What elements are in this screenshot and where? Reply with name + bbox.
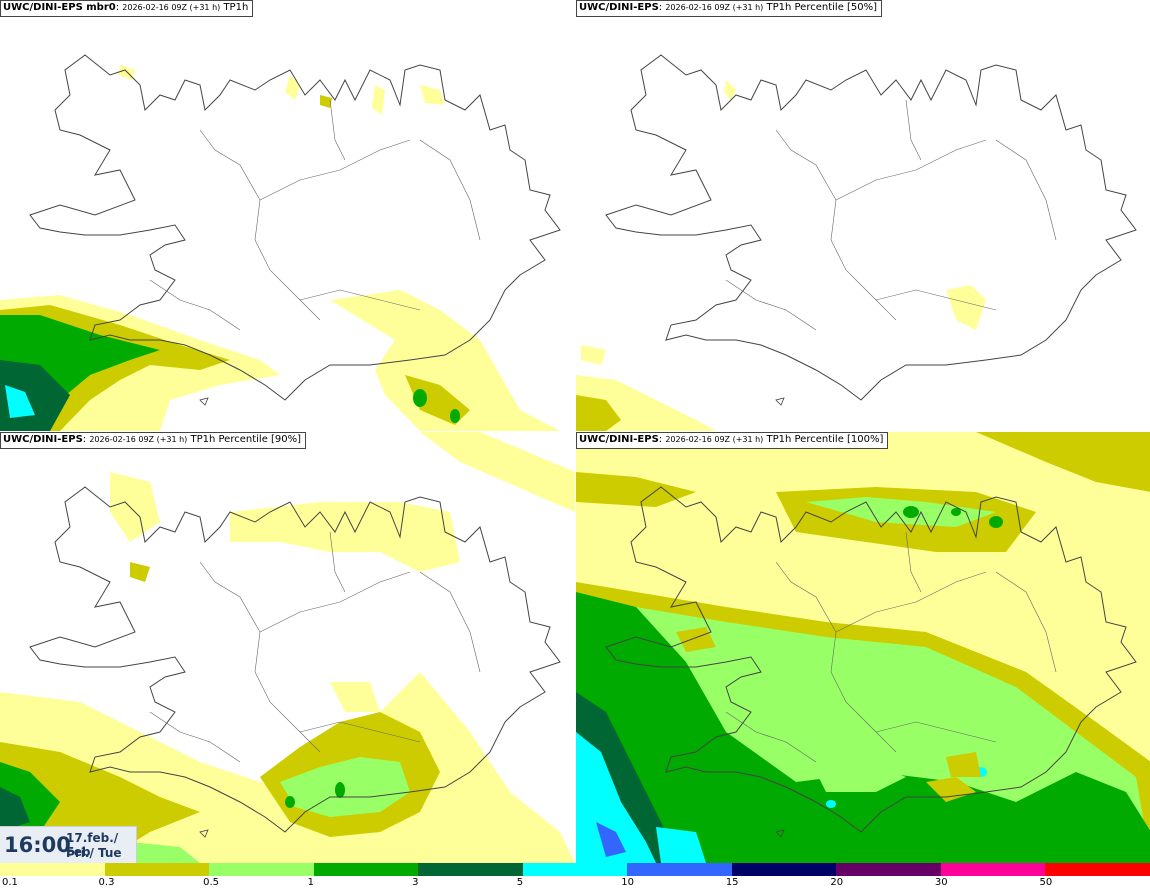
colorbar-swatch	[1045, 863, 1150, 876]
precip-field-member0	[0, 54, 561, 431]
colorbar-label: 10	[621, 877, 634, 888]
colorbar-swatch	[627, 863, 733, 876]
colorbar-swatch	[313, 863, 419, 876]
panel-title-member0: UWC/DINI-EPS mbr0: 2026-02-16 09Z (+31 h…	[0, 0, 254, 17]
valid-date: 17.feb./ Feb	[66, 831, 119, 859]
map-panel-p50: UWC/DINI-EPS: 2026-02-16 09Z (+31 h) TP1…	[576, 0, 1150, 431]
colorbar-label: 30	[934, 877, 948, 888]
colorbar-label: 0.3	[98, 877, 115, 888]
precip-colorbar: 0.1 0.3 0.5 1 3 5 10 15 20 30 50	[0, 863, 1150, 891]
colorbar-swatch	[418, 863, 524, 876]
panel-title-p100: UWC/DINI-EPS: 2026-02-16 09Z (+31 h) TP1…	[576, 432, 889, 449]
map-panel-p90: UWC/DINI-EPS: 2026-02-16 09Z (+31 h) TP1…	[0, 432, 575, 863]
colorbar-swatch	[104, 863, 210, 876]
colorbar-swatch	[209, 863, 315, 876]
panel-title-p50: UWC/DINI-EPS: 2026-02-16 09Z (+31 h) TP1…	[576, 0, 883, 17]
colorbar-swatch	[0, 863, 105, 876]
colorbar-label: 20	[830, 877, 844, 888]
precip-field-p50	[576, 54, 1137, 431]
colorbar-label: 3	[412, 877, 419, 888]
colorbar-label: 5	[516, 877, 524, 888]
map-panel-member0: UWC/DINI-EPS mbr0: 2026-02-16 09Z (+31 h…	[0, 0, 575, 431]
valid-day: Þri./ Tue	[66, 846, 122, 860]
precip-field-p100	[576, 432, 1150, 863]
colorbar-swatch	[522, 863, 628, 876]
colorbar-label: 0.1	[2, 877, 18, 888]
colorbar-label: 50	[1039, 877, 1053, 888]
panel-title-p90: UWC/DINI-EPS: 2026-02-16 09Z (+31 h) TP1…	[0, 432, 307, 449]
valid-time: 16:00	[4, 833, 71, 857]
precip-field-p90	[0, 432, 575, 863]
colorbar-swatch	[731, 863, 837, 876]
colorbar-label: 0.5	[203, 877, 219, 888]
valid-time-box: 16:00 17.feb./ Feb Þri./ Tue	[0, 826, 137, 864]
colorbar-swatch	[836, 863, 942, 876]
colorbar-label: 1	[307, 877, 314, 888]
colorbar-label: 15	[725, 877, 739, 888]
map-panel-p100: UWC/DINI-EPS: 2026-02-16 09Z (+31 h) TP1…	[576, 432, 1150, 863]
colorbar-swatch	[940, 863, 1046, 876]
